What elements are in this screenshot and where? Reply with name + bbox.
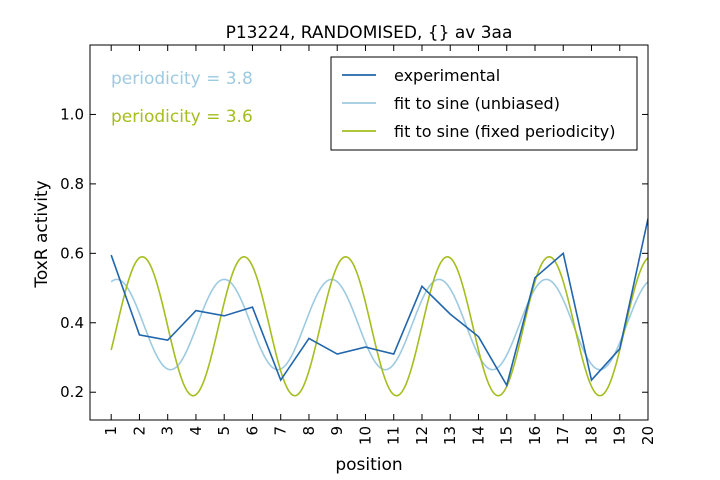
y-axis: 0.2 0.4 0.6 0.8 1.0	[60, 105, 648, 401]
x-tick-label: 16	[526, 426, 544, 445]
x-tick-label: 20	[639, 426, 657, 445]
plot-area	[110, 218, 648, 397]
chart-title: P13224, RANDOMISED, {} av 3aa	[226, 23, 513, 43]
x-tick-label: 9	[328, 426, 346, 436]
x-tick-label: 3	[159, 426, 177, 436]
series-line-2	[110, 278, 648, 371]
x-tick-label: 1	[102, 426, 120, 436]
x-axis: 1 2 3 4 5 6 7 8 9 10 11 12 13 14 15 16 17 18 19 20	[102, 45, 657, 445]
x-tick-label: 10	[356, 426, 374, 445]
x-tick-label: 6	[243, 426, 261, 436]
x-tick-label: 17	[554, 426, 572, 445]
legend-entry: fit to sine (unbiased)	[394, 94, 560, 113]
x-tick-label: 13	[441, 426, 459, 445]
y-tick-label: 0.4	[60, 314, 84, 332]
series-line-1	[110, 218, 648, 388]
y-axis-label: ToxR activity	[32, 180, 52, 288]
x-tick-label: 14	[469, 426, 487, 445]
x-tick-label: 4	[187, 426, 205, 436]
x-tick-label: 5	[215, 426, 233, 436]
x-axis-label: position	[335, 455, 402, 475]
x-tick-label: 2	[130, 426, 148, 436]
x-tick-label: 8	[300, 426, 318, 436]
y-tick-label: 0.6	[60, 244, 84, 262]
x-tick-label: 11	[385, 426, 403, 445]
legend-entry: fit to sine (fixed periodicity)	[394, 122, 615, 141]
series-line-3	[110, 256, 648, 397]
x-tick-label: 19	[611, 426, 629, 445]
y-tick-label: 0.8	[60, 175, 84, 193]
plot-frame	[89, 44, 649, 421]
annotations: periodicity = 3.8 periodicity = 3.6	[111, 69, 253, 127]
x-tick-label: 15	[498, 426, 516, 445]
x-tick-label: 12	[413, 426, 431, 445]
periodicity-annotation: periodicity = 3.6	[111, 107, 253, 127]
y-tick-label: 1.0	[60, 105, 84, 123]
periodicity-annotation: periodicity = 3.8	[111, 69, 253, 89]
legend-entry: experimental	[394, 66, 500, 85]
x-tick-label: 7	[272, 426, 290, 436]
x-tick-label: 18	[582, 426, 600, 445]
y-tick-label: 0.2	[60, 383, 84, 401]
legend-box	[330, 56, 638, 151]
legend: experimental fit to sine (unbiased) fit to…	[330, 56, 638, 151]
